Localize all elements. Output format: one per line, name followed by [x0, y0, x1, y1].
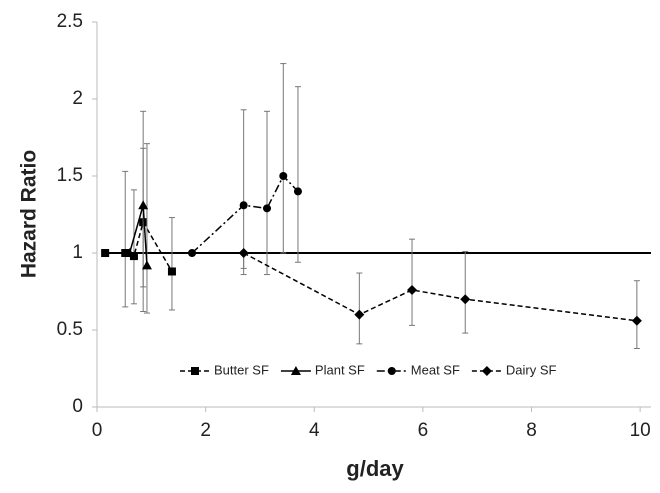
- y-axis-label: Hazard Ratio: [18, 150, 41, 278]
- x-axis-label: g/day: [346, 456, 404, 481]
- marker: [354, 309, 365, 320]
- marker: [124, 248, 135, 257]
- x-tick-label: 4: [309, 420, 320, 441]
- x-tick-label: 2: [200, 420, 211, 441]
- marker: [263, 204, 272, 213]
- y-tick-label: 1: [72, 242, 83, 263]
- y-tick-label: 0: [72, 396, 83, 417]
- marker: [631, 315, 642, 326]
- marker: [407, 284, 418, 295]
- legend-label: Butter SF: [214, 362, 269, 377]
- y-tick-label: 2.5: [57, 11, 83, 32]
- series-line: [191, 174, 299, 254]
- y-tick-label: 0.5: [57, 319, 83, 340]
- y-tick-label: 1.5: [57, 165, 83, 186]
- marker: [279, 172, 288, 180]
- marker: [167, 267, 176, 276]
- series-line: [105, 220, 173, 272]
- x-tick-label: 6: [418, 420, 429, 441]
- x-tick-label: 8: [526, 420, 537, 441]
- x-tick-label: 0: [92, 420, 103, 441]
- marker: [138, 200, 149, 210]
- x-tick-label: 10: [630, 420, 651, 441]
- legend-label: Meat SF: [411, 362, 460, 377]
- legend-label: Dairy SF: [506, 362, 557, 377]
- marker: [290, 366, 301, 375]
- marker: [101, 249, 110, 257]
- marker: [238, 248, 249, 258]
- legend-label: Plant SF: [315, 362, 365, 377]
- y-tick-label: 2: [72, 88, 83, 109]
- marker: [188, 249, 197, 257]
- marker: [460, 294, 471, 305]
- series-line: [243, 252, 637, 322]
- marker: [191, 367, 199, 375]
- marker: [481, 366, 492, 376]
- marker: [141, 260, 152, 270]
- marker: [239, 201, 248, 210]
- marker: [293, 187, 302, 196]
- marker: [121, 249, 130, 257]
- marker: [387, 367, 396, 375]
